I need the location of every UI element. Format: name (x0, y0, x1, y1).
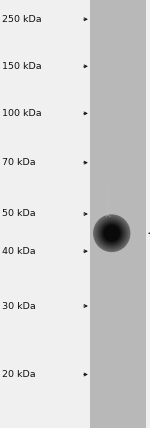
Bar (90, 0, 146, 428)
Text: 70 kDa: 70 kDa (2, 158, 35, 167)
Text: 250 kDa: 250 kDa (2, 15, 41, 24)
Ellipse shape (96, 217, 128, 250)
Ellipse shape (95, 216, 129, 250)
Ellipse shape (105, 226, 119, 241)
Ellipse shape (94, 215, 130, 252)
Text: 40 kDa: 40 kDa (2, 247, 35, 256)
Ellipse shape (97, 219, 126, 248)
Ellipse shape (100, 221, 124, 245)
Text: 20 kDa: 20 kDa (2, 370, 35, 379)
Ellipse shape (102, 223, 121, 243)
Ellipse shape (102, 223, 122, 244)
Ellipse shape (94, 216, 129, 251)
Text: 150 kDa: 150 kDa (2, 62, 41, 71)
Ellipse shape (103, 224, 121, 242)
Ellipse shape (96, 217, 127, 249)
Ellipse shape (98, 219, 126, 247)
Text: 100 kDa: 100 kDa (2, 109, 41, 118)
Ellipse shape (99, 220, 124, 246)
Ellipse shape (104, 226, 120, 241)
Ellipse shape (100, 222, 123, 245)
Ellipse shape (101, 223, 123, 244)
Text: 30 kDa: 30 kDa (2, 301, 35, 311)
Ellipse shape (97, 218, 127, 248)
Text: 50 kDa: 50 kDa (2, 209, 35, 219)
Ellipse shape (99, 220, 125, 247)
Text: www.ptglab.com: www.ptglab.com (106, 184, 112, 244)
Ellipse shape (103, 225, 120, 242)
